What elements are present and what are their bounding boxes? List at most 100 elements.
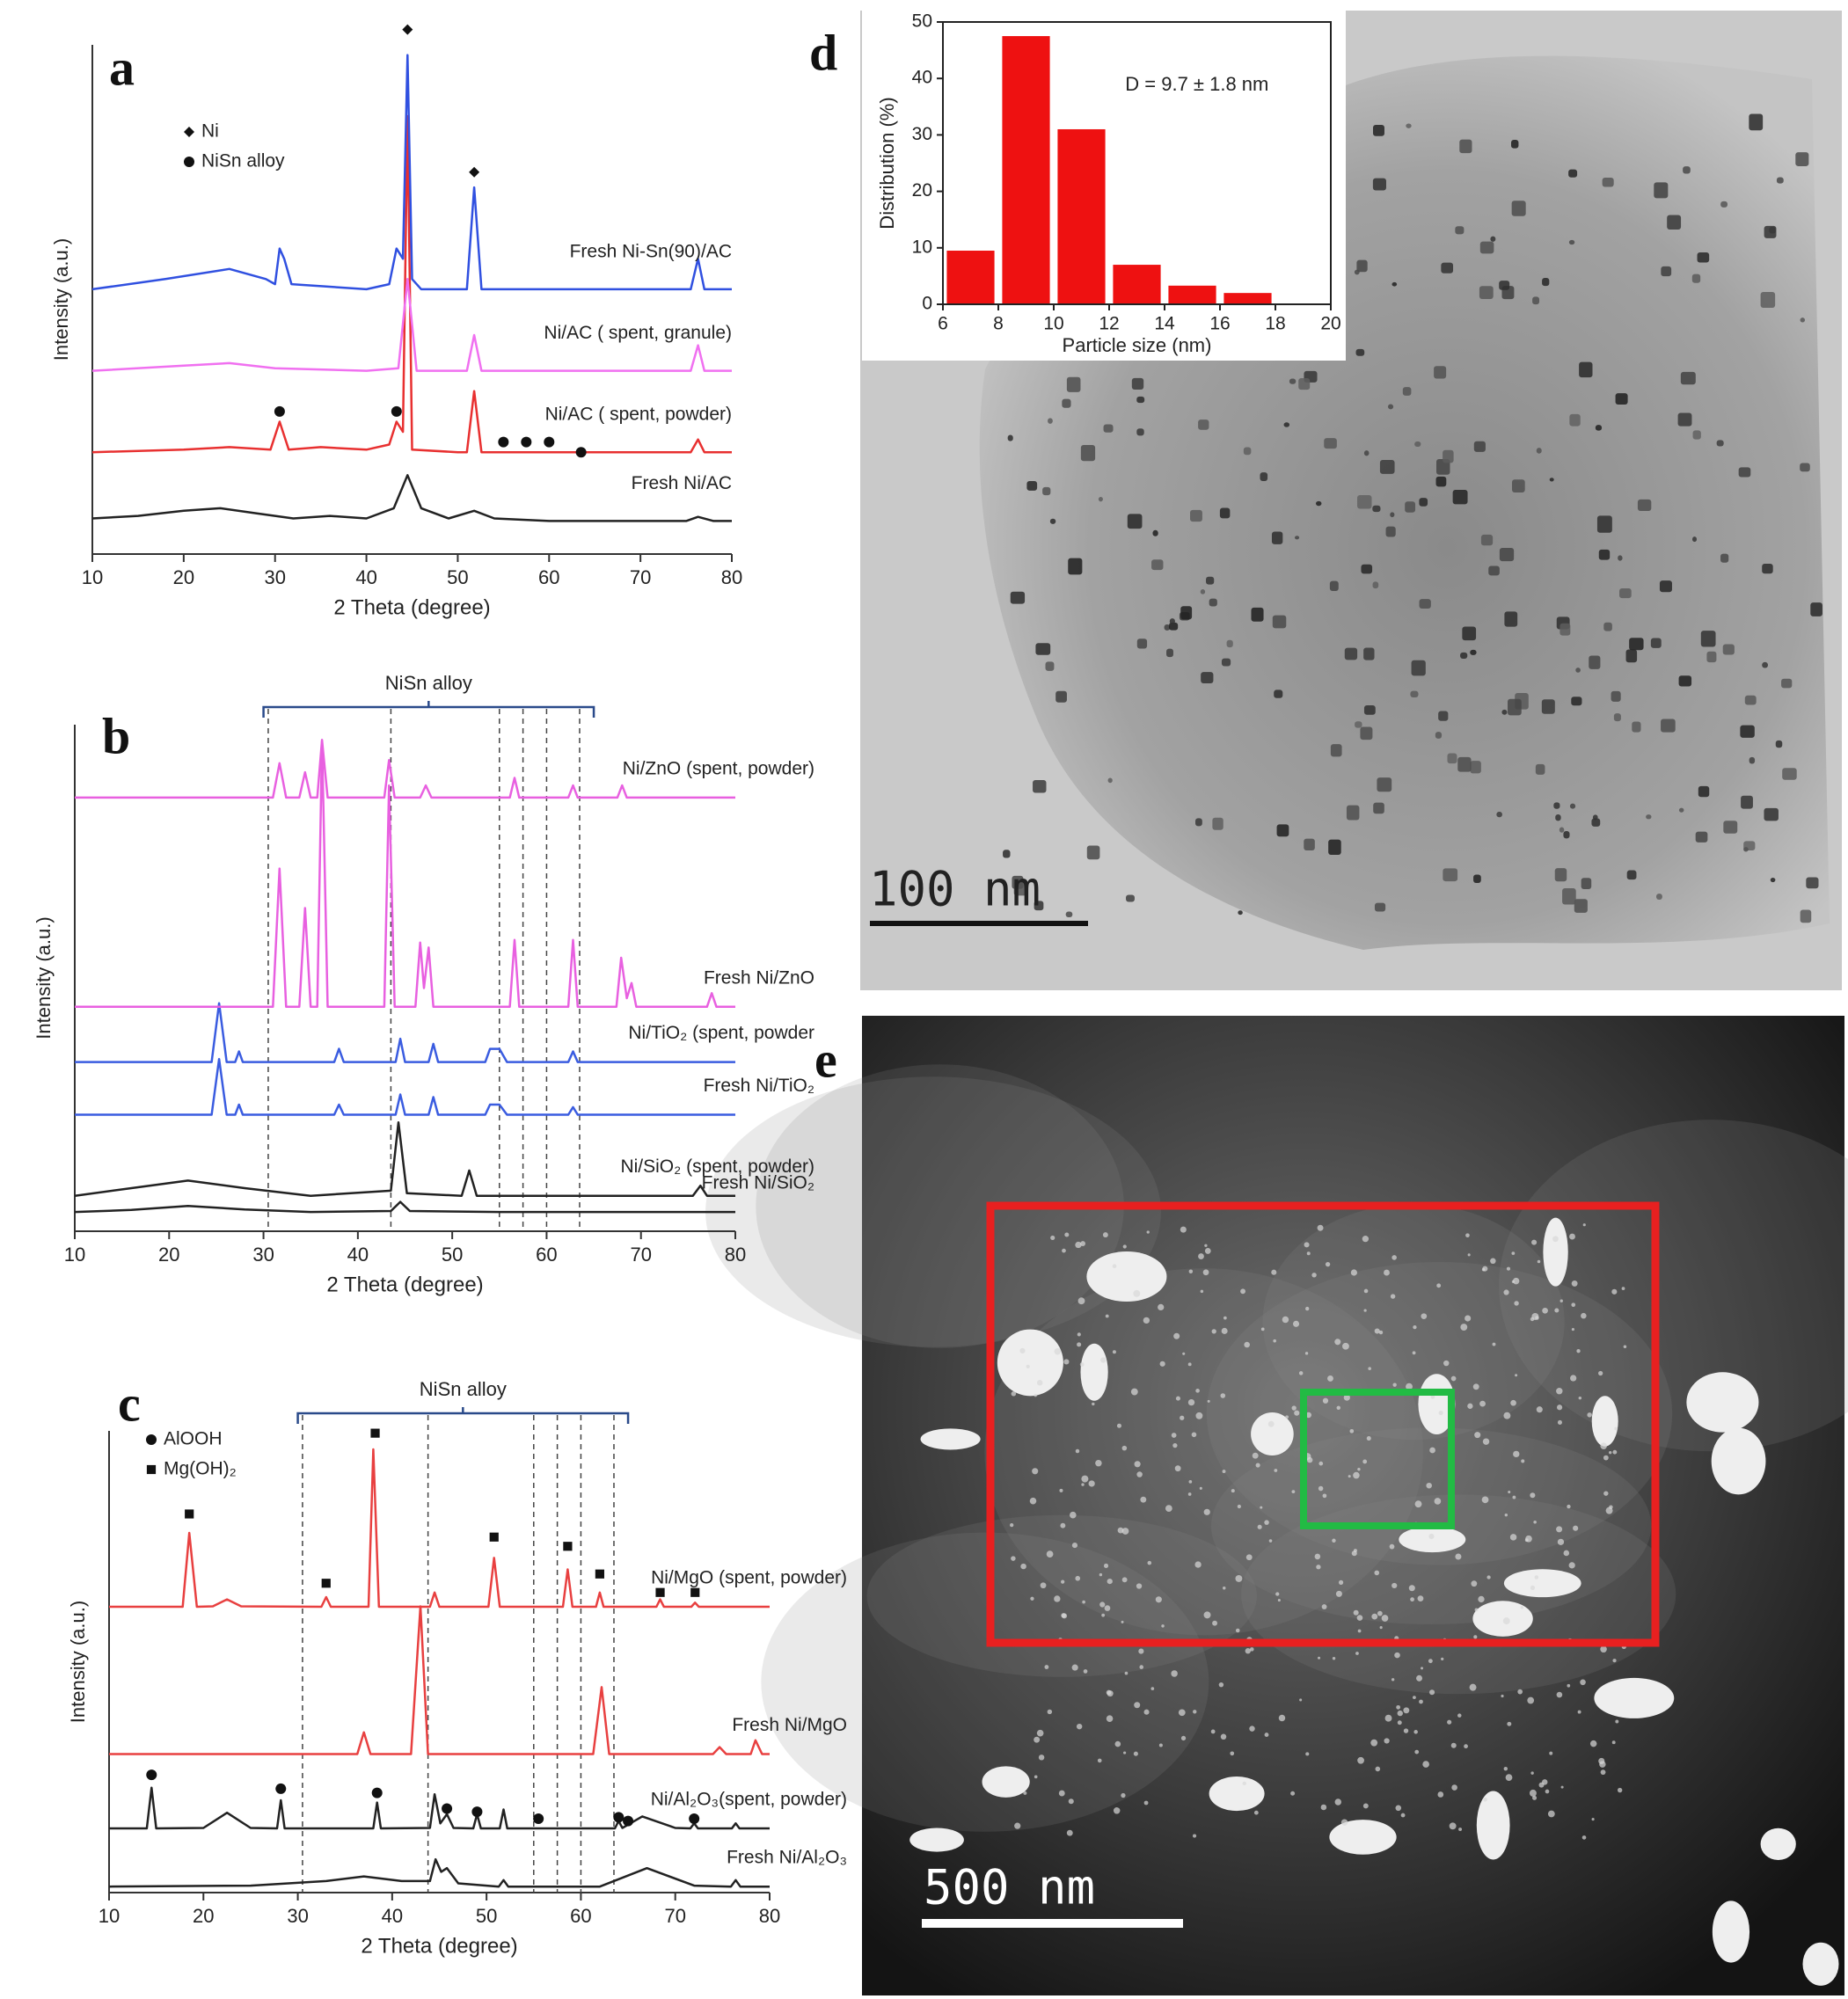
bracket [262, 701, 595, 718]
particle [1127, 514, 1143, 529]
legend-label: Ni [201, 121, 219, 142]
particle [1419, 599, 1431, 609]
nanoparticle [1223, 1316, 1227, 1320]
nanoparticle [1311, 1273, 1317, 1278]
nanoparticle [1019, 1347, 1026, 1354]
nanoparticle [1443, 1360, 1450, 1367]
nanoparticle [1223, 1587, 1226, 1590]
nanoparticle [1377, 1610, 1383, 1616]
phase-marker [613, 1812, 625, 1823]
nanoparticle [1159, 1361, 1165, 1367]
haadf-image: 500 nm [705, 1016, 1848, 1995]
particle [1372, 505, 1381, 513]
particle [1568, 239, 1575, 245]
nanoparticle [1503, 1766, 1508, 1771]
nanoparticle [1603, 1455, 1609, 1461]
nanoparticle [1187, 1362, 1192, 1367]
particle [1402, 387, 1412, 396]
nanoparticle [1180, 1415, 1185, 1420]
nanoparticle [1264, 1733, 1269, 1737]
particle [1007, 434, 1013, 441]
nanoparticle [1136, 1583, 1143, 1589]
particle [1103, 424, 1114, 433]
xrd-pattern [109, 1786, 770, 1830]
particle [1692, 536, 1698, 543]
particle [1434, 366, 1447, 379]
nanoparticle [1278, 1714, 1286, 1722]
particle [1695, 831, 1708, 843]
nanoparticle [1394, 1652, 1400, 1659]
nanoparticle [1317, 1224, 1324, 1231]
xrd-pattern [74, 1120, 735, 1197]
x-tick-label: 30 [252, 1244, 274, 1266]
particle [1744, 695, 1757, 705]
nanoparticle [1140, 1496, 1147, 1503]
particle [1568, 169, 1578, 178]
nanoparticle [1397, 1720, 1402, 1725]
particle [1238, 910, 1243, 916]
particle [1329, 580, 1339, 591]
nanoparticle [1428, 1659, 1433, 1664]
nanoparticle [1134, 1702, 1141, 1709]
particle [1508, 698, 1522, 716]
nanoparticle [1511, 1280, 1516, 1283]
bar [1168, 285, 1216, 304]
annotation: D = 9.7 ± 1.8 nm [1125, 73, 1268, 95]
bar [1057, 128, 1106, 304]
nanoparticle [1379, 1626, 1383, 1630]
phase-marker [185, 1509, 194, 1519]
large-particle [1686, 1372, 1759, 1433]
nanoparticle [1437, 1791, 1444, 1798]
nanoparticle [1327, 1375, 1333, 1382]
particle [1611, 690, 1621, 702]
particle [1080, 444, 1096, 462]
nanoparticle [1600, 1442, 1607, 1449]
nanoparticle [1080, 1241, 1086, 1247]
nanoparticle [1253, 1810, 1259, 1815]
y-axis-label: Intensity (a.u.) [67, 1601, 89, 1723]
nanoparticle [1578, 1396, 1582, 1400]
nanoparticle [1299, 1698, 1303, 1702]
nanoparticle [1034, 1736, 1041, 1743]
particle [1569, 803, 1576, 809]
particle [1212, 817, 1223, 830]
nanoparticle [1032, 1468, 1039, 1475]
nanoparticle [1455, 1553, 1462, 1560]
nanoparticle [1481, 1267, 1486, 1272]
nanoparticle [1378, 1330, 1384, 1335]
particle [1304, 838, 1315, 851]
pattern-label: Fresh Ni/Al₂O₃ [727, 1848, 847, 1868]
nanoparticle [1502, 1617, 1510, 1625]
large-particle [920, 1428, 981, 1450]
xrd-pattern [91, 114, 732, 454]
particle [1501, 709, 1508, 715]
nanoparticle [1419, 1699, 1423, 1704]
nanoparticle [1063, 1359, 1070, 1365]
nanoparticle [1026, 1364, 1030, 1369]
nanoparticle [1099, 1572, 1103, 1577]
particle [1354, 269, 1360, 275]
nanoparticle [1252, 1452, 1259, 1459]
nanoparticle [1570, 1375, 1577, 1382]
nanoparticle [1034, 1775, 1038, 1779]
nanoparticle [1182, 1352, 1186, 1355]
nanoparticle [1178, 1709, 1186, 1717]
nanoparticle [1188, 1480, 1193, 1484]
nanoparticle [1020, 1563, 1026, 1570]
particle [1536, 448, 1542, 454]
nanoparticle [1408, 1585, 1415, 1592]
nanoparticle [1521, 1459, 1525, 1463]
particle [1535, 763, 1545, 775]
nanoparticle [1274, 1469, 1278, 1472]
xrd-pattern [91, 474, 732, 522]
nanoparticle [1171, 1433, 1177, 1438]
particle [1511, 201, 1526, 216]
nanoparticle [1501, 1694, 1504, 1698]
phase-marker [544, 436, 555, 448]
pattern-label: Ni/AC ( spent, granule) [544, 323, 732, 343]
particle [1405, 501, 1416, 513]
nanoparticle [1515, 1374, 1518, 1377]
nanoparticle [1422, 1761, 1429, 1768]
particle [1443, 449, 1454, 463]
nanoparticle [1260, 1506, 1263, 1509]
